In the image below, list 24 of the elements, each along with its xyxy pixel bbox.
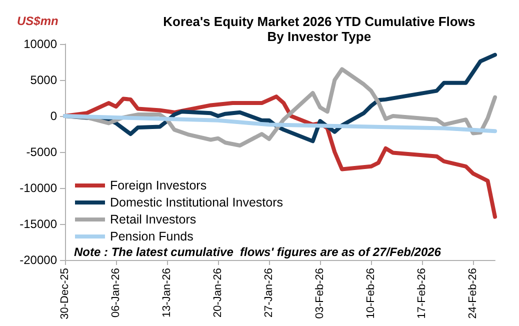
x-tick-label: 13-Jan-26 (161, 268, 174, 318)
y-tick-label: 0 (50, 109, 58, 123)
y-tick-label: -10000 (20, 181, 58, 195)
x-tick-label: 17-Feb-26 (416, 268, 428, 319)
y-tick-label: 10000 (24, 37, 58, 51)
legend-label: Retail Investors (110, 212, 196, 226)
x-tick-label: 24-Feb-26 (467, 268, 480, 319)
x-tick-label: 03-Feb-26 (314, 268, 326, 319)
x-tick-label: 20-Jan-26 (212, 268, 224, 318)
legend-label: Foreign Investors (110, 178, 207, 192)
x-tick-label: 27-Jan-26 (263, 268, 276, 318)
chart-title: Korea's Equity Market 2026 YTD Cumulative Flows By Investor Type (163, 14, 476, 44)
legend-label: Pension Funds (110, 230, 194, 244)
y-tick-label: -15000 (20, 217, 58, 231)
y-tick-label: -20000 (20, 253, 58, 267)
y-tick-label: -5000 (26, 145, 58, 159)
x-tick-label: 30-Dec-25 (59, 268, 71, 320)
x-tick-label: 10-Feb-26 (365, 268, 378, 319)
x-tick-label: 06-Jan-26 (110, 268, 122, 318)
line-series (63, 114, 497, 134)
legend-label: Domestic Institutional Investors (110, 196, 283, 210)
y-axis-title: US$mn (17, 14, 58, 28)
annotation: Note : The latest cumulative flows' figures are as of 27/Feb/2026 (74, 245, 442, 259)
y-tick-label: 5000 (30, 73, 58, 87)
